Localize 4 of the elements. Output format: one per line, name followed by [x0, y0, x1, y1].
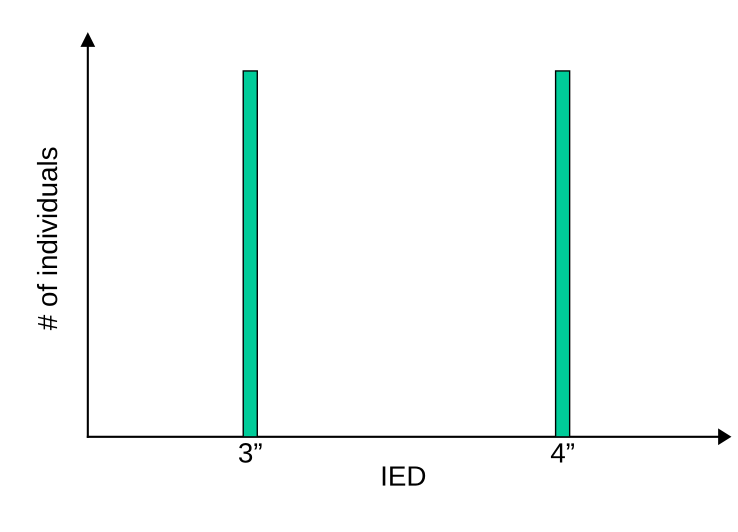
x-tick-label: 3”	[238, 443, 262, 463]
x-tick-label: 4”	[550, 443, 574, 462]
x-axis-title: IED	[382, 466, 426, 486]
y-axis-title: # of individuals	[36, 147, 58, 330]
